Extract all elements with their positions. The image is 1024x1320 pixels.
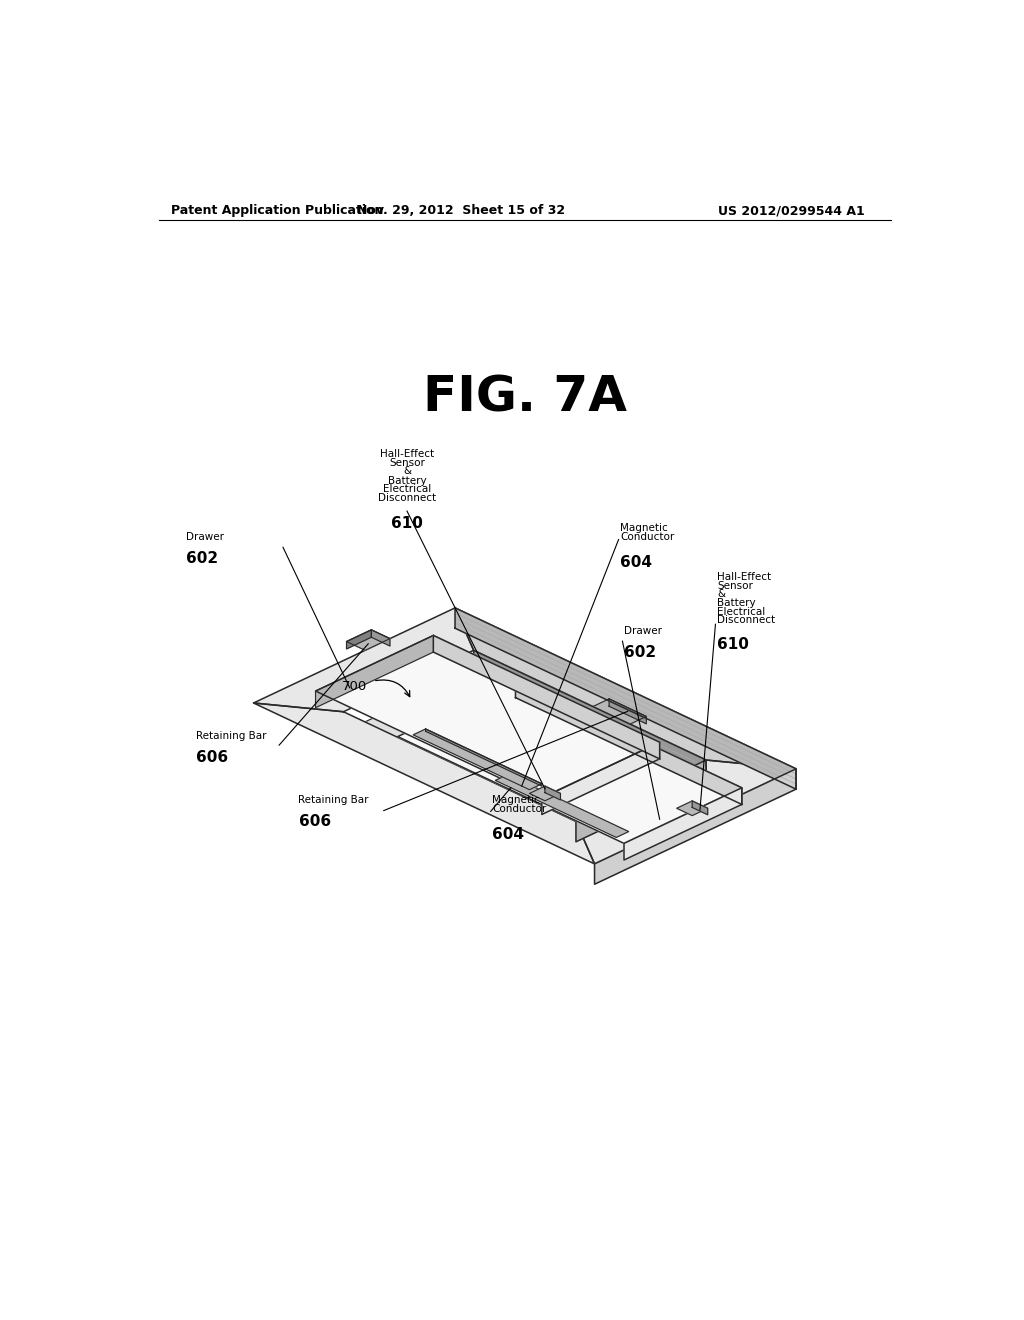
Polygon shape: [589, 698, 646, 726]
Text: Hall-Effect: Hall-Effect: [380, 449, 434, 459]
Polygon shape: [677, 801, 708, 816]
Polygon shape: [515, 681, 741, 804]
Text: Conductor: Conductor: [493, 804, 547, 813]
Polygon shape: [414, 729, 542, 789]
Text: Disconnect: Disconnect: [717, 615, 775, 626]
Polygon shape: [545, 787, 560, 800]
Polygon shape: [496, 775, 629, 837]
Text: US 2012/0299544 A1: US 2012/0299544 A1: [718, 205, 864, 218]
Polygon shape: [346, 630, 390, 651]
Polygon shape: [372, 630, 390, 645]
Polygon shape: [474, 651, 707, 780]
Text: Battery: Battery: [717, 598, 756, 609]
Text: Nov. 29, 2012  Sheet 15 of 32: Nov. 29, 2012 Sheet 15 of 32: [357, 205, 565, 218]
Polygon shape: [455, 609, 796, 768]
Polygon shape: [692, 801, 708, 814]
Text: Disconnect: Disconnect: [378, 492, 436, 503]
Polygon shape: [575, 760, 796, 863]
Polygon shape: [575, 760, 707, 842]
Text: 700: 700: [342, 680, 368, 693]
Text: Sensor: Sensor: [389, 458, 425, 469]
Polygon shape: [455, 609, 796, 789]
Text: Drawer: Drawer: [624, 626, 662, 636]
Polygon shape: [315, 635, 659, 797]
Text: Hall-Effect: Hall-Effect: [717, 572, 771, 582]
Polygon shape: [542, 742, 659, 814]
Text: Battery: Battery: [388, 475, 426, 486]
Polygon shape: [529, 787, 560, 801]
Polygon shape: [595, 768, 796, 884]
Text: 610: 610: [391, 516, 423, 532]
Text: 602: 602: [186, 552, 218, 566]
Text: Drawer: Drawer: [186, 532, 224, 543]
Text: Electrical: Electrical: [383, 484, 431, 494]
Text: Patent Application Publication: Patent Application Publication: [171, 205, 383, 218]
Text: &: &: [402, 466, 411, 477]
Text: FIG. 7A: FIG. 7A: [423, 374, 627, 421]
Text: 602: 602: [624, 645, 656, 660]
Text: Sensor: Sensor: [717, 581, 753, 591]
Text: Electrical: Electrical: [717, 607, 765, 616]
Text: 606: 606: [197, 750, 228, 764]
Text: 606: 606: [299, 814, 331, 829]
Polygon shape: [426, 729, 542, 787]
Polygon shape: [433, 635, 659, 759]
Polygon shape: [315, 635, 433, 708]
Text: Retaining Bar: Retaining Bar: [197, 730, 266, 741]
Text: 610: 610: [717, 638, 749, 652]
Polygon shape: [346, 630, 372, 649]
Text: &: &: [717, 589, 725, 599]
Polygon shape: [609, 698, 646, 723]
Text: Magnetic: Magnetic: [621, 524, 668, 533]
Text: 604: 604: [621, 554, 652, 570]
Polygon shape: [624, 788, 741, 861]
Text: Conductor: Conductor: [621, 532, 675, 543]
Polygon shape: [397, 681, 741, 843]
Polygon shape: [254, 609, 474, 711]
Text: Magnetic: Magnetic: [493, 795, 540, 805]
Text: Retaining Bar: Retaining Bar: [299, 795, 369, 805]
Text: 604: 604: [493, 826, 524, 842]
Polygon shape: [254, 704, 595, 863]
Polygon shape: [343, 671, 707, 842]
